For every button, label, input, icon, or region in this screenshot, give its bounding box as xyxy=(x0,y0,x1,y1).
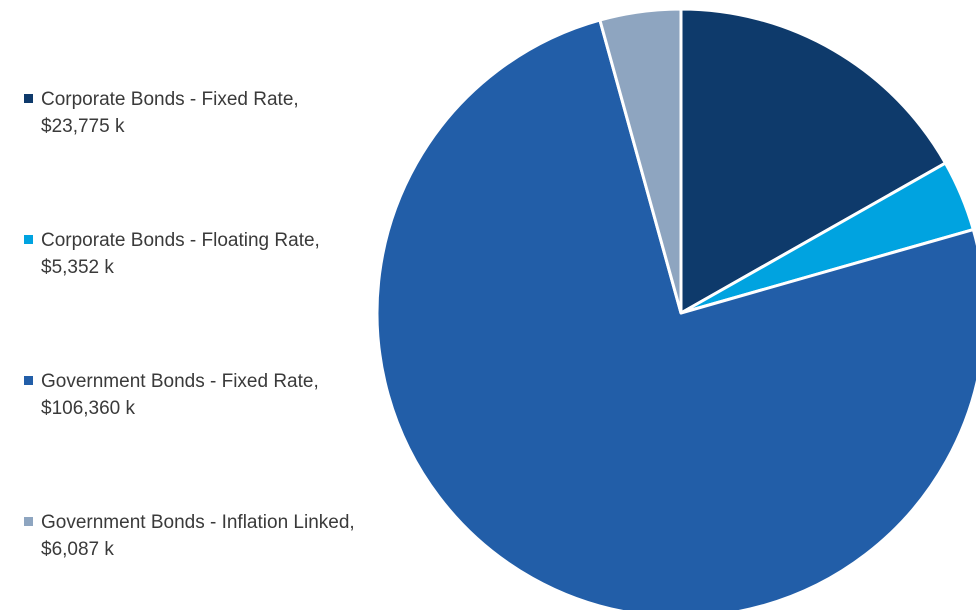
legend-swatch-corporate-fixed xyxy=(24,94,33,103)
legend-swatch-corporate-floating xyxy=(24,235,33,244)
legend-label-government-fixed: Government Bonds - Fixed Rate, $106,360 … xyxy=(41,371,319,419)
legend-item-government-inflation: Government Bonds - Inflation Linked, $6,… xyxy=(24,509,369,563)
legend-item-corporate-fixed: Corporate Bonds - Fixed Rate, $23,775 k xyxy=(24,86,369,140)
legend-swatch-government-fixed xyxy=(24,376,33,385)
pie-slice-corporate-fixed xyxy=(679,7,947,315)
pie-slice-government-inflation xyxy=(598,7,683,315)
legend-swatch-government-inflation xyxy=(24,517,33,526)
pie-slices xyxy=(375,7,976,610)
legend-item-government-fixed: Government Bonds - Fixed Rate, $106,360 … xyxy=(24,368,369,422)
legend-label-government-inflation: Government Bonds - Inflation Linked, $6,… xyxy=(41,512,355,560)
legend-label-corporate-fixed: Corporate Bonds - Fixed Rate, $23,775 k xyxy=(41,89,299,137)
legend-item-corporate-floating: Corporate Bonds - Floating Rate, $5,352 … xyxy=(24,227,369,281)
legend-label-corporate-floating: Corporate Bonds - Floating Rate, $5,352 … xyxy=(41,230,320,278)
pie-slice-government-fixed xyxy=(375,18,976,610)
